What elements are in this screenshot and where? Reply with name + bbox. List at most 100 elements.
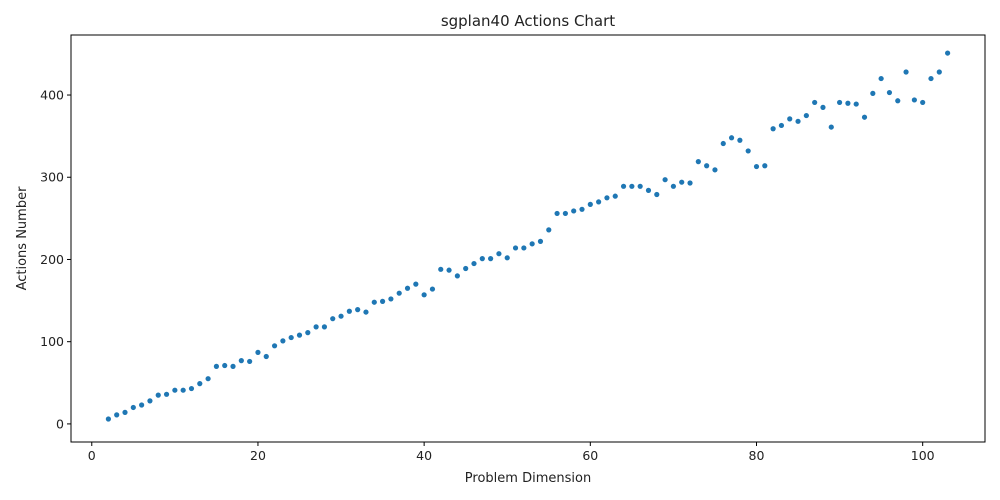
chart-title: sgplan40 Actions Chart <box>441 12 615 30</box>
x-tick-label: 60 <box>582 448 598 463</box>
x-axis: 0 20 40 60 80 100 <box>88 442 935 463</box>
data-point <box>404 285 411 291</box>
data-point <box>787 116 793 122</box>
data-point <box>795 118 801 124</box>
data-point <box>305 330 311 336</box>
plot-area-frame <box>70 34 986 443</box>
data-point <box>662 177 668 183</box>
data-point <box>629 183 635 189</box>
data-point <box>163 391 170 397</box>
data-point <box>745 148 751 154</box>
data-point <box>321 324 328 330</box>
data-point <box>205 376 211 382</box>
data-point <box>587 201 593 207</box>
data-point <box>280 338 286 344</box>
data-point <box>886 89 893 96</box>
data-point <box>396 290 402 296</box>
data-point <box>720 140 726 147</box>
data-point <box>139 402 145 408</box>
y-tick-label: 100 <box>40 334 64 349</box>
data-point <box>222 362 228 369</box>
data-point <box>562 210 568 217</box>
y-axis: 0 100 200 300 400 <box>40 88 71 431</box>
y-tick-label: 200 <box>40 252 64 267</box>
data-point <box>870 90 876 96</box>
data-point <box>612 193 618 199</box>
data-point <box>388 296 394 302</box>
data-point <box>338 313 344 319</box>
data-point <box>471 260 477 267</box>
data-point <box>247 358 253 365</box>
x-tick-label: 100 <box>911 448 935 463</box>
data-point <box>504 255 510 261</box>
y-tick-label: 300 <box>40 170 64 185</box>
data-point <box>853 101 859 107</box>
data-point <box>421 292 427 298</box>
data-point <box>579 206 585 212</box>
data-point <box>770 126 776 132</box>
data-point <box>313 324 319 330</box>
data-point <box>728 135 735 141</box>
data-point <box>122 409 128 415</box>
data-point <box>645 187 652 193</box>
data-point <box>446 267 452 273</box>
data-point <box>230 363 236 369</box>
data-point <box>903 69 909 75</box>
data-point <box>604 195 610 201</box>
data-point <box>172 387 178 393</box>
data-point <box>695 159 701 165</box>
y-axis-title: Actions Number <box>15 186 30 290</box>
data-point <box>379 298 386 304</box>
data-point <box>263 353 269 360</box>
data-point <box>429 286 436 292</box>
data-point <box>114 412 120 418</box>
data-point <box>463 265 469 272</box>
data-point <box>670 183 677 189</box>
data-point <box>737 137 743 143</box>
x-tick-label: 40 <box>416 448 432 463</box>
x-tick-label: 80 <box>749 448 765 463</box>
data-point <box>803 112 809 119</box>
x-tick-label: 20 <box>250 448 266 463</box>
data-point <box>895 98 901 104</box>
y-tick-label: 0 <box>56 416 64 431</box>
data-point <box>637 183 643 189</box>
data-point <box>155 392 161 398</box>
data-point <box>828 124 834 130</box>
y-tick-label: 400 <box>40 88 64 103</box>
data-point <box>928 75 934 82</box>
data-point <box>363 309 369 315</box>
x-tick-label: 0 <box>88 448 96 463</box>
data-point <box>521 245 527 251</box>
data-point <box>180 387 186 393</box>
data-point <box>355 307 361 313</box>
data-point <box>255 349 261 355</box>
data-point <box>945 50 951 56</box>
data-point <box>271 343 278 349</box>
data-point <box>529 241 535 247</box>
data-point <box>238 358 244 364</box>
data-point <box>778 122 785 129</box>
data-point <box>488 256 494 262</box>
data-point <box>371 299 377 305</box>
data-point <box>512 245 519 251</box>
data-point <box>346 308 352 314</box>
data-point <box>812 99 818 106</box>
data-point <box>330 316 336 322</box>
data-point <box>454 273 460 279</box>
data-point <box>712 167 718 173</box>
data-point <box>596 199 602 205</box>
data-point <box>620 183 627 189</box>
data-point <box>496 251 502 257</box>
data-point <box>197 381 203 387</box>
x-axis-title: Problem Dimension <box>465 471 591 486</box>
data-point <box>753 163 760 170</box>
data-point <box>288 334 294 341</box>
data-point <box>936 69 942 75</box>
data-point <box>105 416 111 422</box>
data-point <box>878 75 884 82</box>
data-point <box>479 256 485 262</box>
data-point <box>704 163 710 169</box>
data-point <box>687 180 693 186</box>
data-point <box>836 99 843 106</box>
